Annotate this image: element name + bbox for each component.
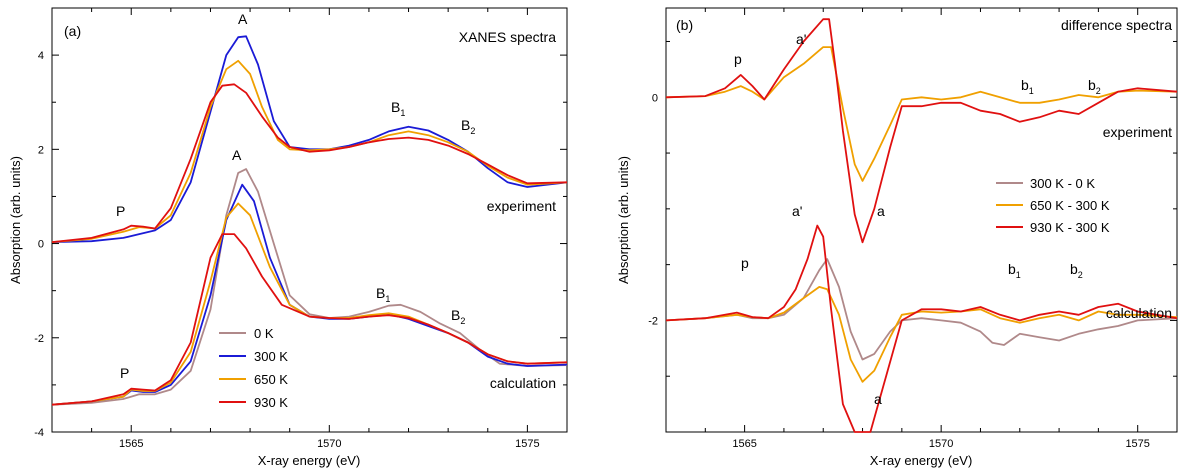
peak-P-calculation: P (120, 365, 129, 381)
x-tick-label: 1575 (515, 438, 539, 450)
panel-a-y-axis-title: Absorption (arb. units) (8, 156, 23, 284)
panel-a: 1565 1570 1575 -4 -2 0 2 4 X-ray energy (eV) A… (8, 7, 568, 468)
panel-a-lines (51, 35, 568, 406)
panel-b-y-ticks: -2 0 (648, 40, 1177, 433)
legend-label-0k: 0 K (254, 326, 274, 341)
y-tick-label: -2 (648, 315, 658, 327)
panel-b-label: (b) (676, 17, 693, 33)
peak-p-calculation: p (741, 255, 749, 271)
panel-a-x-ticks: 1565 1570 1575 (51, 8, 568, 450)
panel-b-lines (665, 18, 1178, 433)
series-line-calculation-930-k-300-k (665, 224, 1178, 433)
peak-b2-experiment: b2 (1088, 77, 1101, 96)
panel-b-y-axis-title: Absorption (arb. units) (616, 156, 631, 284)
legend-label-300k-0k: 300 K - 0 K (1030, 176, 1095, 191)
peak-a-experiment: a (877, 203, 885, 219)
peak-a-prime-experiment: a' (796, 31, 806, 47)
legend-label-930k-300k: 930 K - 300 K (1030, 220, 1110, 235)
y-tick-label: 4 (38, 50, 44, 62)
series-line-experiment-series-3 (665, 46, 1178, 182)
panel-b-experiment-note: experiment (1103, 124, 1172, 140)
panel-b: 1565 1570 1575 -2 0 X-ray energy (eV) Absor… (616, 7, 1178, 468)
panel-a-label: (a) (64, 23, 81, 39)
panel-a-y-ticks: -4 -2 0 2 4 (34, 7, 567, 439)
y-tick-label: 0 (38, 239, 44, 251)
panel-b-frame (665, 7, 1178, 433)
peak-B1-calculation: B1 (376, 285, 390, 304)
series-line-calculation-0-k (51, 168, 568, 406)
peak-b1-calculation: b1 (1008, 261, 1021, 280)
panel-b-legend: 300 K - 0 K 650 K - 300 K 930 K - 300 K (996, 176, 1110, 235)
legend-label-930k: 930 K (254, 395, 288, 410)
y-tick-label: -4 (34, 427, 44, 439)
peak-b1-experiment: b1 (1021, 77, 1034, 96)
legend-label-650k: 650 K (254, 372, 288, 387)
x-tick-label: 1575 (1125, 438, 1149, 450)
series-line-calculation-930-k (51, 233, 568, 406)
peak-B2-experiment: B2 (461, 117, 475, 136)
panel-a-title: XANES spectra (459, 29, 556, 45)
panel-b-x-ticks: 1565 1570 1575 (665, 8, 1178, 450)
panel-b-x-axis-title: X-ray energy (eV) (870, 453, 973, 468)
peak-a-calculation: a (874, 391, 882, 407)
y-tick-label: 0 (652, 92, 658, 104)
legend-label-300k: 300 K (254, 349, 288, 364)
series-line-experiment-series-5 (51, 59, 568, 243)
x-tick-label: 1570 (317, 438, 341, 450)
panel-a-x-axis-title: X-ray energy (eV) (258, 453, 361, 468)
panel-a-frame (51, 7, 568, 433)
series-line-experiment-series-4 (665, 18, 1178, 244)
peak-B1-experiment: B1 (391, 99, 405, 118)
series-line-experiment-series-6 (51, 83, 568, 243)
y-tick-label: 2 (38, 144, 44, 156)
panel-a-experiment-note: experiment (487, 198, 556, 214)
x-tick-label: 1565 (119, 438, 143, 450)
panel-b-calculation-note: calculation (1106, 305, 1172, 321)
peak-A-experiment: A (238, 11, 248, 27)
series-line-calculation-650-k-300-k (665, 285, 1178, 383)
panel-a-calculation-note: calculation (490, 375, 556, 391)
x-tick-label: 1565 (732, 438, 756, 450)
legend-label-650k-300k: 650 K - 300 K (1030, 198, 1110, 213)
peak-P-experiment: P (116, 203, 125, 219)
peak-A-calculation: A (232, 147, 242, 163)
panel-a-legend: 0 K 300 K 650 K 930 K (219, 326, 288, 410)
peak-b2-calculation: b2 (1070, 261, 1083, 280)
peak-a-prime-calculation: a' (792, 203, 802, 219)
y-tick-label: -2 (34, 333, 44, 345)
panel-b-title: difference spectra (1061, 17, 1172, 33)
peak-p-experiment: p (734, 51, 742, 67)
peak-B2-calculation: B2 (451, 307, 465, 326)
x-tick-label: 1570 (929, 438, 953, 450)
